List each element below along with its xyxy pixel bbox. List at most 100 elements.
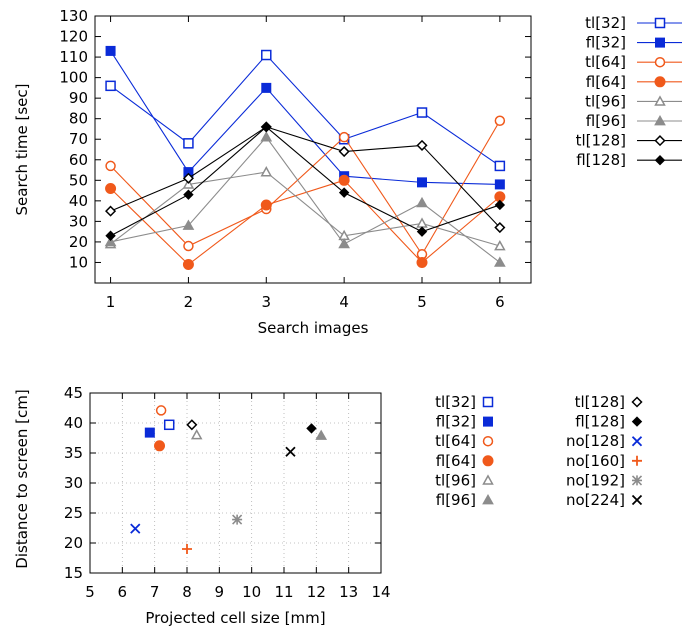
series-line xyxy=(110,136,501,263)
legend-label: fl[96] xyxy=(586,112,626,130)
legend-marker xyxy=(654,76,666,88)
legend-label: tl[128] xyxy=(575,393,625,411)
y-tick-label: 35 xyxy=(64,444,83,462)
plot-frame xyxy=(94,15,532,284)
legend-label: tl[128] xyxy=(576,132,626,150)
x-tick-label: 5 xyxy=(85,583,95,601)
legend-marker xyxy=(482,396,494,408)
bottom-scatter-chart: 15 20 25 30 35 40 45 5 6 7 8 9 10 11 12 13 14 Projected c… xyxy=(13,384,643,627)
data-point xyxy=(183,189,194,200)
data-point xyxy=(190,428,203,440)
data-point xyxy=(416,217,428,228)
legend-marker xyxy=(631,475,643,486)
series-line xyxy=(110,50,500,185)
data-point xyxy=(494,160,506,172)
data-point xyxy=(130,523,141,534)
legend-label: tl[96] xyxy=(585,92,626,110)
y-tick-label: 80 xyxy=(69,110,88,128)
y-tick-label: 30 xyxy=(64,474,83,492)
data-point xyxy=(494,179,505,190)
y-tick-label: 110 xyxy=(59,48,88,66)
data-point xyxy=(186,419,198,431)
data-point xyxy=(105,230,116,241)
y-tick-label: 70 xyxy=(69,130,88,148)
x-axis-label: Projected cell size [mm] xyxy=(145,609,325,627)
data-point xyxy=(183,240,194,252)
data-point xyxy=(261,82,272,93)
plot-frame xyxy=(89,392,382,574)
data-point xyxy=(155,405,167,416)
data-point xyxy=(105,183,117,195)
x-tick-label: 6 xyxy=(495,293,505,311)
data-point xyxy=(182,259,194,271)
legend-marker xyxy=(654,95,666,106)
legend-marker xyxy=(631,396,643,408)
legend-label: fl[128] xyxy=(576,151,626,169)
data-point xyxy=(261,121,272,133)
x-tick-label: 8 xyxy=(182,583,192,601)
series-line xyxy=(110,120,501,256)
data-point xyxy=(494,239,506,251)
data-point xyxy=(306,423,317,434)
x-tick-label: 9 xyxy=(215,583,225,601)
y-axis-label: Distance to screen [cm] xyxy=(13,389,31,568)
x-tick-label: 4 xyxy=(339,293,349,311)
top-line-chart: 10 20 30 40 50 60 70 80 90 100 110 120 130 1 2 3 4 5 6 Sear… xyxy=(13,7,682,337)
legend-label: no[160] xyxy=(566,452,625,470)
y-tick-label: 20 xyxy=(69,233,88,251)
legend-marker xyxy=(654,135,666,147)
x-axis-label: Search images xyxy=(258,319,369,337)
y-tick-label: 130 xyxy=(59,7,88,25)
legend-marker xyxy=(631,416,643,427)
legend-marker xyxy=(482,474,494,485)
data-point xyxy=(338,131,350,143)
data-point xyxy=(285,446,296,457)
data-point xyxy=(494,115,506,126)
legend-marker xyxy=(655,37,665,48)
y-tick-label: 25 xyxy=(64,504,83,522)
legend-label: no[192] xyxy=(566,471,625,489)
x-tick-label: 3 xyxy=(262,293,272,311)
data-point xyxy=(261,49,272,61)
x-tick-label: 1 xyxy=(106,293,116,311)
y-tick-label: 40 xyxy=(69,192,88,210)
x-tick-label: 7 xyxy=(150,583,160,601)
data-point xyxy=(493,256,506,267)
data-point xyxy=(104,235,117,247)
data-point xyxy=(182,544,192,554)
x-tick-label: 11 xyxy=(274,583,293,601)
legend-marker xyxy=(631,436,643,447)
data-point xyxy=(163,419,175,431)
legend-label: tl[64] xyxy=(435,432,476,450)
legend-marker xyxy=(654,17,666,29)
data-point xyxy=(105,80,116,92)
y-tick-label: 90 xyxy=(69,89,88,107)
legend-marker xyxy=(483,416,493,427)
y-tick-label: 45 xyxy=(64,384,83,402)
data-point xyxy=(183,138,194,149)
data-point xyxy=(338,187,350,198)
series-line xyxy=(110,54,501,167)
legend-marker xyxy=(654,56,666,68)
x-tick-label: 13 xyxy=(339,583,358,601)
legend-marker xyxy=(632,455,642,466)
y-tick-label: 100 xyxy=(59,69,88,87)
data-point xyxy=(182,178,195,189)
legend-label: no[224] xyxy=(566,491,625,509)
data-point xyxy=(144,427,155,438)
data-point xyxy=(105,160,116,172)
x-tick-label: 2 xyxy=(184,293,194,311)
data-point xyxy=(338,174,350,186)
data-point xyxy=(260,131,273,142)
data-point xyxy=(105,205,117,217)
legend-label: no[128] xyxy=(566,432,625,450)
legend-label: fl[128] xyxy=(575,413,625,431)
legend-label: fl[32] xyxy=(436,413,476,431)
data-point xyxy=(416,107,428,118)
legend-label: tl[32] xyxy=(435,393,476,411)
legend-label: tl[64] xyxy=(585,53,626,71)
y-tick-label: 50 xyxy=(69,171,88,189)
data-point xyxy=(232,514,243,525)
legend-label: fl[64] xyxy=(586,73,626,91)
legend-label: tl[32] xyxy=(585,14,626,32)
